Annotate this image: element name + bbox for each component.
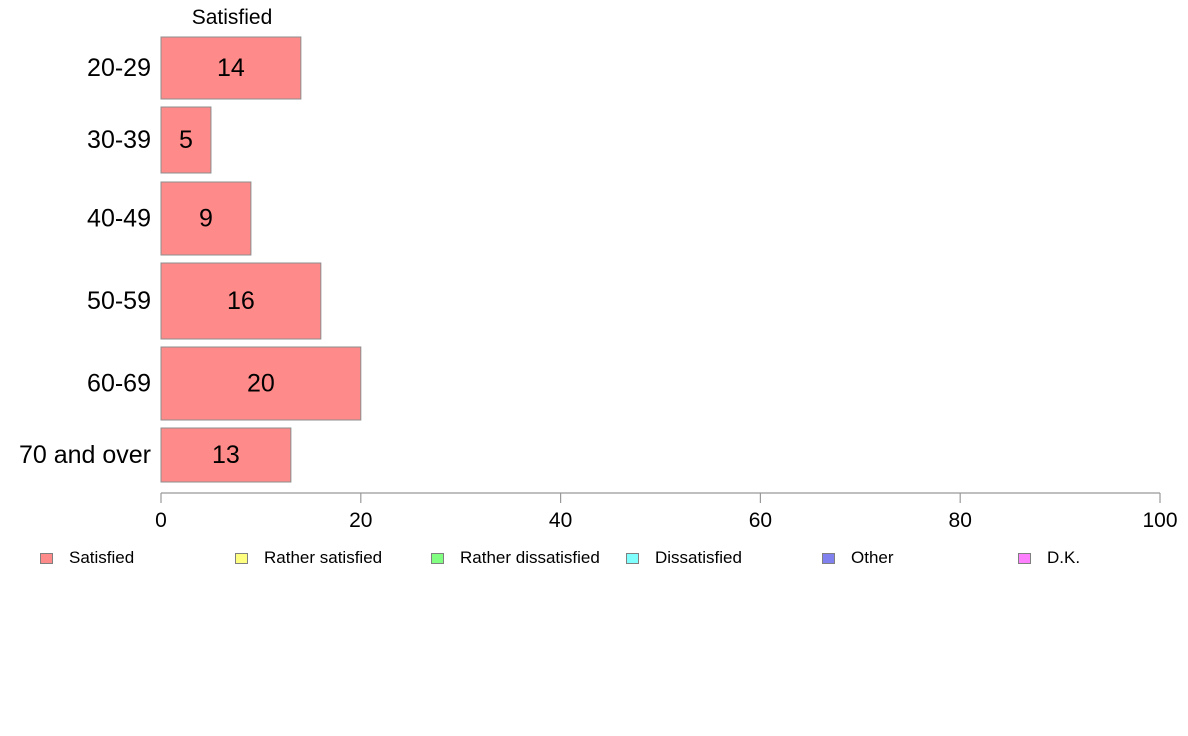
y-tick-label: 70 and over <box>19 441 151 469</box>
bars: 14 5 9 16 20 13 <box>160 36 362 483</box>
y-tick-label: 60-69 <box>87 370 151 398</box>
bar <box>160 427 292 483</box>
bar-value-label: 5 <box>179 126 193 154</box>
legend-swatch <box>822 552 835 564</box>
x-tick-label: 0 <box>155 509 167 532</box>
x-tick-label: 20 <box>349 509 372 532</box>
legend-item: Satisfied <box>40 546 134 570</box>
legend-label: D.K. <box>1047 548 1081 567</box>
y-tick-label: 50-59 <box>87 287 151 315</box>
bar-value-label: 9 <box>199 205 213 233</box>
legend-swatch <box>235 552 248 564</box>
legend-item: Other <box>822 546 894 570</box>
y-tick-label: 20-29 <box>87 54 151 82</box>
legend: Satisfied Rather satisfied Rather dissatis… <box>0 546 1188 570</box>
legend-swatch <box>1018 552 1031 564</box>
legend-item: Rather dissatisfied <box>431 546 600 570</box>
legend-label: Rather dissatisfied <box>460 548 600 567</box>
x-axis-ticks: 0 20 40 60 80 100 <box>155 493 1178 532</box>
x-tick-label: 80 <box>949 509 972 532</box>
y-tick-label: 40-49 <box>87 205 151 233</box>
legend-swatch <box>626 552 639 564</box>
legend-item: Dissatisfied <box>626 546 742 570</box>
legend-label: Dissatisfied <box>655 548 742 567</box>
bar-value-label: 20 <box>247 370 275 398</box>
bar <box>160 181 252 256</box>
y-axis-labels: 20-29 30-39 40-49 50-59 60-69 70 and over <box>19 54 151 469</box>
x-tick-label: 60 <box>749 509 772 532</box>
legend-item: Rather satisfied <box>235 546 382 570</box>
bar <box>160 262 322 340</box>
series-header: Satisfied <box>192 6 273 29</box>
x-tick-label: 100 <box>1142 509 1177 532</box>
legend-label: Other <box>851 548 894 567</box>
bar <box>160 106 212 174</box>
legend-item: D.K. <box>1018 546 1080 570</box>
legend-label: Rather satisfied <box>264 548 383 567</box>
bar <box>160 36 302 100</box>
legend-swatch <box>431 552 444 564</box>
bar-value-label: 14 <box>217 54 245 82</box>
y-tick-label: 30-39 <box>87 126 151 154</box>
legend-label: Satisfied <box>69 548 135 567</box>
x-tick-label: 40 <box>549 509 572 532</box>
legend-swatch <box>40 552 53 564</box>
bar <box>160 346 362 421</box>
bar-value-label: 13 <box>212 441 240 469</box>
bar-value-label: 16 <box>227 287 255 315</box>
